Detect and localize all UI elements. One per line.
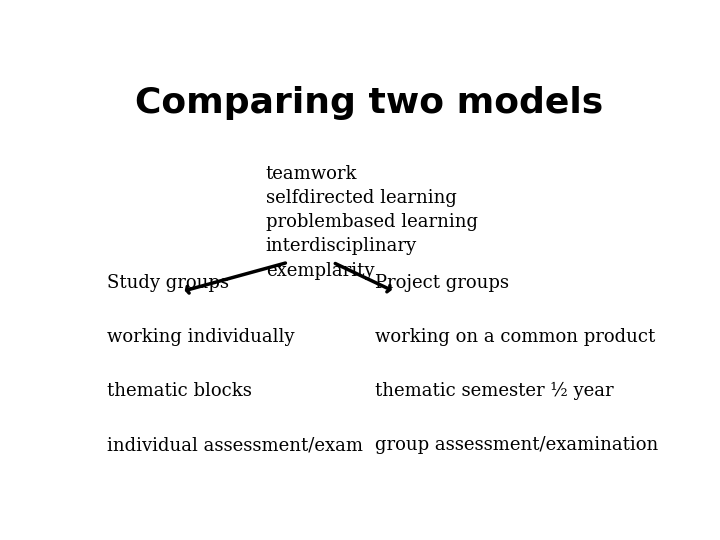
Text: teamwork
selfdirected learning
problembased learning
interdisciplinary
exemplari: teamwork selfdirected learning problemba… <box>266 165 478 280</box>
Text: working individually: working individually <box>107 328 294 346</box>
Text: Study groups: Study groups <box>107 274 229 292</box>
Text: individual assessment/exam: individual assessment/exam <box>107 436 363 454</box>
Text: thematic semester ½ year: thematic semester ½ year <box>374 382 613 400</box>
Text: Project groups: Project groups <box>374 274 508 292</box>
Text: thematic blocks: thematic blocks <box>107 382 251 400</box>
Text: working on a common product: working on a common product <box>374 328 654 346</box>
Text: Comparing two models: Comparing two models <box>135 85 603 119</box>
Text: group assessment/examination: group assessment/examination <box>374 436 658 454</box>
